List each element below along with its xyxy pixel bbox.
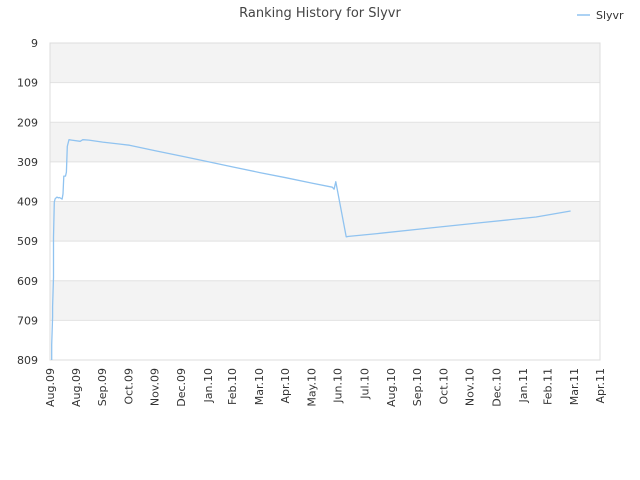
x-tick-label: Aug.09: [44, 368, 57, 407]
x-tick-label: Aug.10: [385, 368, 398, 407]
band-4: [50, 201, 600, 242]
band-2: [50, 122, 600, 162]
x-tick-label: Dec.09: [175, 368, 188, 407]
x-tick-label: May.10: [306, 368, 319, 407]
legend-label-slyvr: Slyvr: [596, 9, 624, 22]
y-tick-label: 209: [17, 116, 38, 129]
x-tick-label: Jul.10: [358, 368, 371, 400]
y-tick-label: 309: [17, 156, 38, 169]
x-axis-labels: Aug.09 Aug.09 Sep.09 Oct.09 Nov.09 Dec.09 Jan.…: [44, 368, 607, 407]
y-tick-label: 709: [17, 314, 38, 327]
y-tick-label: 9: [31, 37, 38, 50]
y-tick-label: 109: [17, 77, 38, 90]
x-tick-label: Feb.10: [226, 368, 239, 405]
x-tick-label: Nov.09: [148, 368, 161, 406]
series-layer: [51, 139, 571, 360]
series-line-slyvr: [51, 139, 571, 360]
x-tick-label: Mar.10: [253, 368, 266, 405]
y-tick-label: 409: [17, 196, 38, 209]
y-axis-labels: 9 109 209 309 409 509 609 709 809: [17, 37, 38, 367]
plot-bands: [50, 43, 600, 321]
chart-title: Ranking History for Slyvr: [239, 6, 401, 21]
x-tick-label: Oct.10: [438, 368, 451, 405]
x-tick-label: Apr.10: [279, 368, 292, 404]
y-tick-label: 809: [17, 354, 38, 367]
x-tick-label: Sep.10: [411, 368, 424, 406]
x-tick-label: Jun.10: [332, 368, 345, 404]
x-tick-label: Jan.10: [202, 368, 215, 403]
band-6: [50, 280, 600, 321]
y-tick-label: 609: [17, 275, 38, 288]
x-tick-label: Aug.09: [70, 368, 83, 407]
plot-frame: [49, 42, 601, 361]
legend: Slyvr: [577, 9, 624, 22]
x-tick-label: Dec.10: [490, 368, 503, 407]
x-tick-label: Apr.11: [594, 368, 607, 404]
x-tick-label: Jan.11: [517, 368, 530, 403]
x-tick-label: Feb.11: [541, 368, 554, 405]
y-tick-label: 509: [17, 235, 38, 248]
x-tick-label: Sep.09: [96, 368, 109, 406]
x-tick-label: Oct.09: [123, 368, 136, 405]
band-0: [50, 43, 600, 83]
x-tick-label: Mar.11: [568, 368, 581, 405]
x-tick-label: Nov.10: [464, 368, 477, 406]
